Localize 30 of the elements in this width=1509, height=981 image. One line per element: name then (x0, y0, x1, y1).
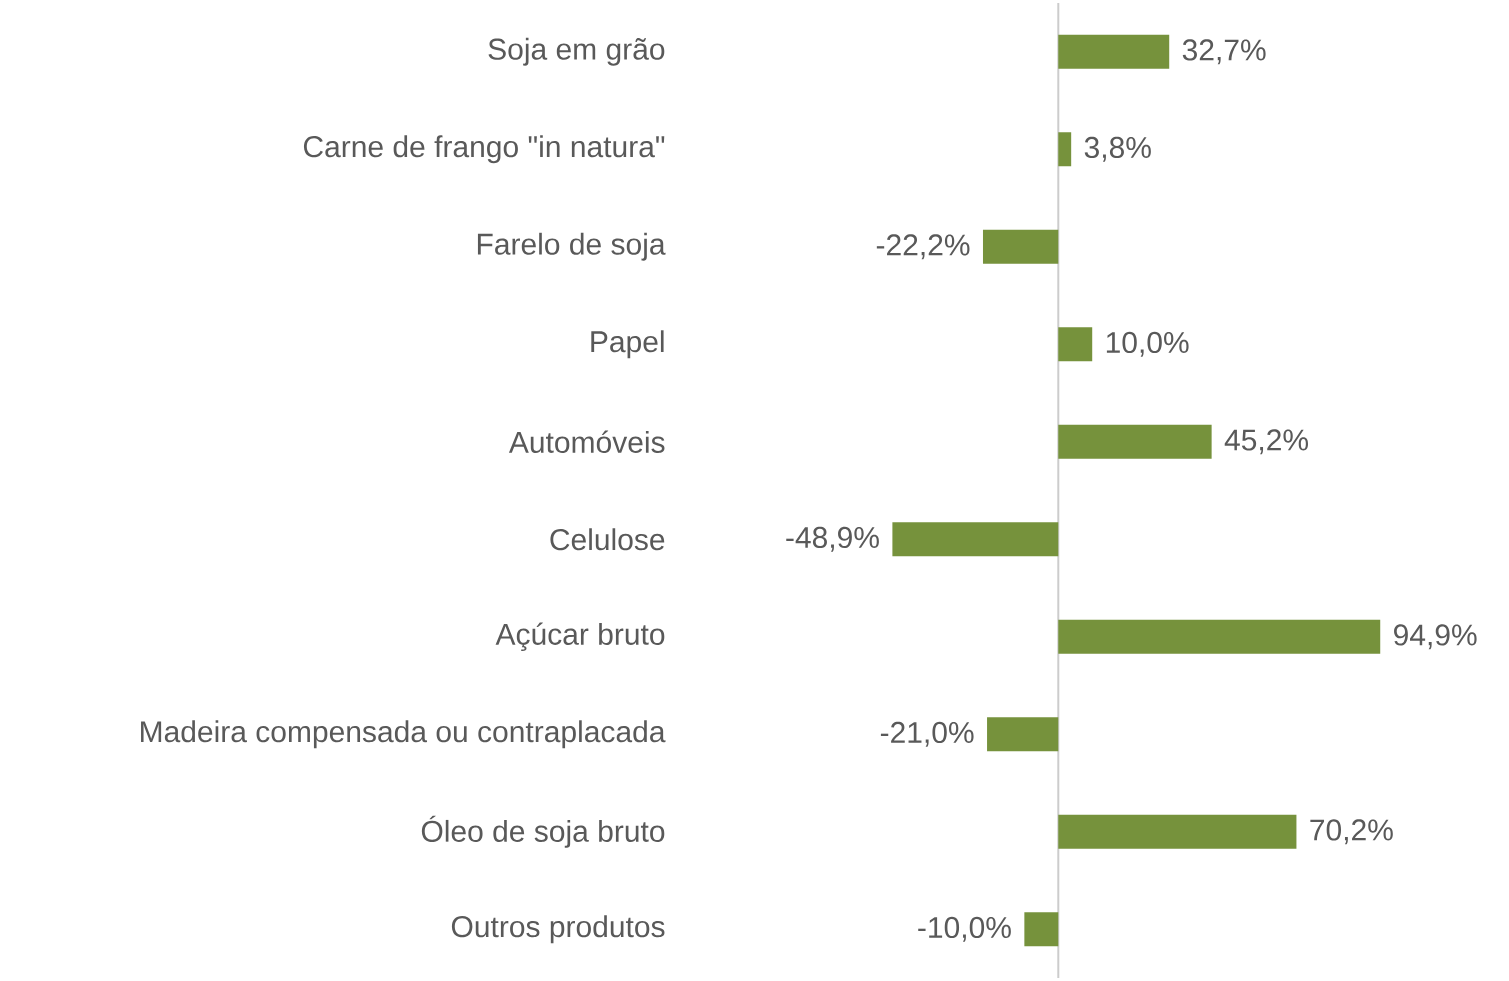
bar (982, 229, 1059, 264)
bar (892, 522, 1059, 557)
data-label: -48,9% (786, 526, 879, 552)
data-label: -10,0% (918, 916, 1011, 942)
data-label: 3,8% (1084, 136, 1151, 162)
data-label: 70,2% (1310, 819, 1393, 845)
bar (1058, 619, 1381, 654)
data-label: 45,2% (1224, 429, 1308, 455)
bar (1058, 132, 1072, 167)
y-tick-label: Soja em grão (488, 37, 665, 66)
y-tick-label: Celulose (550, 528, 665, 551)
y-tick-label: Papel (591, 330, 664, 359)
bar (1058, 327, 1093, 362)
bar (1058, 424, 1212, 459)
y-tick-label: Madeira compensada ou contraplacada (141, 720, 666, 749)
y-tick-label: Carne de frango "in natura" (303, 135, 665, 164)
data-label: 10,0% (1106, 331, 1189, 357)
bar (987, 717, 1059, 752)
bar (1058, 34, 1170, 69)
data-label: -22,2% (876, 234, 970, 260)
y-tick-label: Automóveis (508, 430, 665, 453)
bar (1024, 912, 1059, 947)
data-label: 94,9% (1394, 624, 1477, 650)
data-label: 32,7% (1182, 39, 1266, 65)
data-label: -21,0% (880, 721, 974, 747)
y-tick-label: Óleo de soja bruto (421, 815, 665, 848)
y-tick-label: Açúcar bruto (495, 622, 665, 651)
y-tick-label: Outros produtos (451, 915, 665, 944)
y-tick-label: Farelo de soja (477, 232, 666, 261)
bar (1058, 814, 1297, 849)
